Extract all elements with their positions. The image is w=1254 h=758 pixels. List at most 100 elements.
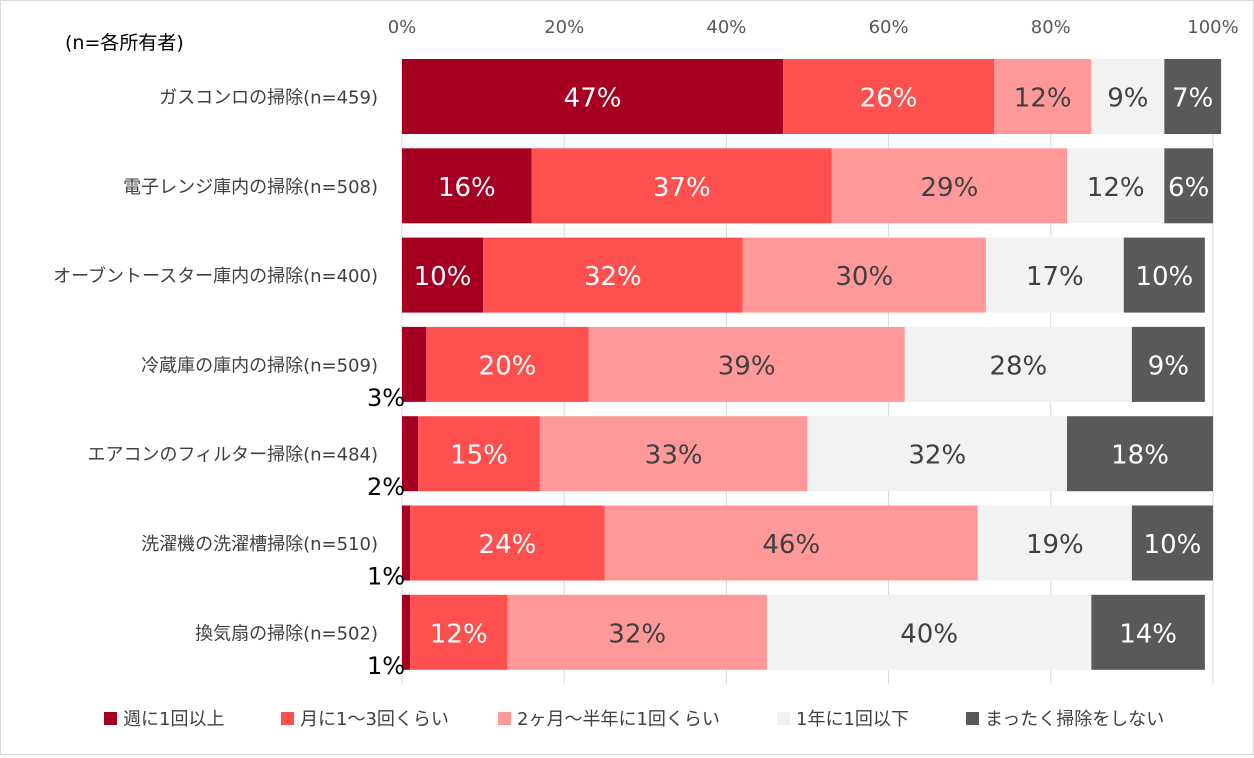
bar-segment <box>588 326 905 402</box>
bar-segment <box>402 237 484 313</box>
bar-segment <box>1164 148 1213 224</box>
legend-swatch <box>281 712 294 725</box>
category-label: 洗濯機の洗濯槽掃除(n=510) <box>141 534 378 555</box>
legend-swatch <box>104 712 117 725</box>
data-label: 26% <box>860 84 918 114</box>
data-label: 17% <box>1026 262 1084 292</box>
bar-segment <box>531 148 832 224</box>
bar-segment <box>1067 148 1165 224</box>
data-label: 47% <box>564 84 622 114</box>
bar-segment <box>410 505 605 581</box>
data-label: 18% <box>1111 441 1169 471</box>
bar-segment <box>1131 326 1205 402</box>
data-label: 1% <box>367 652 405 680</box>
bar-segment <box>742 237 986 313</box>
data-label: 29% <box>921 173 979 203</box>
bar-segment <box>402 594 411 670</box>
x-tick-label: 60% <box>869 17 909 38</box>
data-label: 12% <box>430 619 488 649</box>
legend-swatch <box>498 712 511 725</box>
data-label: 7% <box>1172 84 1213 114</box>
legend-label: 2ヶ月～半年に1回くらい <box>517 709 720 730</box>
legend: 週に1回以上 月に1～3回くらい 2ヶ月～半年に1回くらい 1年に1回以下 まったく掃除… <box>104 709 1164 730</box>
bar-segment <box>904 326 1132 402</box>
bar-segment <box>483 237 743 313</box>
bar-segment <box>994 59 1092 134</box>
data-label: 20% <box>479 351 537 381</box>
legend-swatch <box>777 712 790 725</box>
category-label: エアコンのフィルター掃除(n=484) <box>87 445 378 466</box>
category-labels: ガスコンロの掃除(n=459) 電子レンジ庫内の掃除(n=508) オーブントースタ… <box>53 88 378 645</box>
bar-segment <box>402 505 411 581</box>
bar-segment <box>402 59 784 134</box>
bar-segment <box>1091 59 1165 134</box>
data-label: 16% <box>438 173 496 203</box>
data-label: 40% <box>900 619 958 649</box>
data-label: 37% <box>653 173 711 203</box>
data-label: 32% <box>584 262 642 292</box>
data-label: 6% <box>1168 173 1209 203</box>
bar-segment <box>977 505 1132 581</box>
category-label: ガスコンロの掃除(n=459) <box>159 88 378 109</box>
data-label: 2% <box>367 473 405 501</box>
data-label: 14% <box>1119 619 1177 649</box>
x-axis-ticks: 0% 20% 40% 60% 80% 100% <box>388 17 1239 38</box>
bar-segment <box>831 148 1068 224</box>
bar-segment <box>985 237 1124 313</box>
bar-segment <box>604 505 978 581</box>
data-label: 12% <box>1014 84 1072 114</box>
x-tick-label: 0% <box>388 17 417 38</box>
data-label: 28% <box>989 351 1047 381</box>
data-label: 10% <box>414 262 472 292</box>
x-tick-label: 40% <box>706 17 746 38</box>
data-label: 15% <box>450 441 508 471</box>
bar-segment <box>402 326 427 402</box>
legend-label: 1年に1回以下 <box>796 709 909 730</box>
bar-segment <box>807 416 1068 492</box>
category-label: 換気扇の掃除(n=502) <box>195 623 378 644</box>
data-label: 10% <box>1144 530 1202 560</box>
legend-label: 週に1回以上 <box>123 709 224 730</box>
data-label: 24% <box>479 530 537 560</box>
data-label: 12% <box>1087 173 1145 203</box>
bar-segment <box>539 416 808 492</box>
legend-swatch <box>966 712 979 725</box>
data-label: 9% <box>1148 351 1189 381</box>
data-label: 9% <box>1107 84 1148 114</box>
x-tick-label: 80% <box>1031 17 1071 38</box>
data-label: 46% <box>762 530 820 560</box>
bar-segment <box>1123 237 1205 313</box>
data-label: 33% <box>645 441 703 471</box>
data-label: 19% <box>1026 530 1084 560</box>
category-label: 電子レンジ庫内の掃除(n=508) <box>123 177 378 198</box>
bar-segment <box>1091 594 1205 670</box>
bar-segment <box>1067 416 1213 492</box>
bar-segment <box>766 594 1092 670</box>
bar-segment <box>426 326 589 402</box>
bar-segment <box>418 416 540 492</box>
data-label: 32% <box>908 441 966 471</box>
data-label: 3% <box>367 384 405 412</box>
data-label: 39% <box>718 351 776 381</box>
bar-segment <box>1131 505 1213 581</box>
sample-note: (n=各所有者) <box>65 32 184 54</box>
data-label: 1% <box>367 563 405 591</box>
bar-segment <box>507 594 767 670</box>
data-label: 10% <box>1135 262 1193 292</box>
x-tick-label: 100% <box>1187 17 1238 38</box>
bar-segment <box>402 148 532 224</box>
legend-label: まったく掃除をしない <box>985 709 1164 730</box>
bar-segment <box>783 59 995 134</box>
data-label: 30% <box>835 262 893 292</box>
bar-segment <box>402 416 419 492</box>
legend-label: 月に1～3回くらい <box>300 709 449 730</box>
bar-segment <box>1164 59 1222 134</box>
data-label: 32% <box>608 619 666 649</box>
x-tick-label: 20% <box>544 17 584 38</box>
bar-segment <box>410 594 508 670</box>
category-label: 冷蔵庫の庫内の掃除(n=509) <box>141 355 378 376</box>
category-label: オーブントースター庫内の掃除(n=400) <box>53 265 378 287</box>
bar-layer: 47% 26% 12% 9% 7% 16% 37% 29% 12% 6% 10% 32% 30% 17% 1… <box>367 59 1222 680</box>
